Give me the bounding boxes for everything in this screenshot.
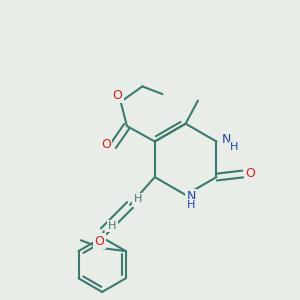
- Text: O: O: [113, 88, 123, 101]
- Text: H: H: [187, 200, 195, 210]
- Text: N: N: [222, 134, 231, 146]
- Text: H: H: [134, 194, 142, 204]
- Text: N: N: [187, 190, 196, 203]
- Text: O: O: [94, 235, 104, 248]
- Text: H: H: [230, 142, 238, 152]
- Text: O: O: [246, 167, 255, 181]
- Text: H: H: [108, 221, 116, 231]
- Text: O: O: [101, 138, 111, 151]
